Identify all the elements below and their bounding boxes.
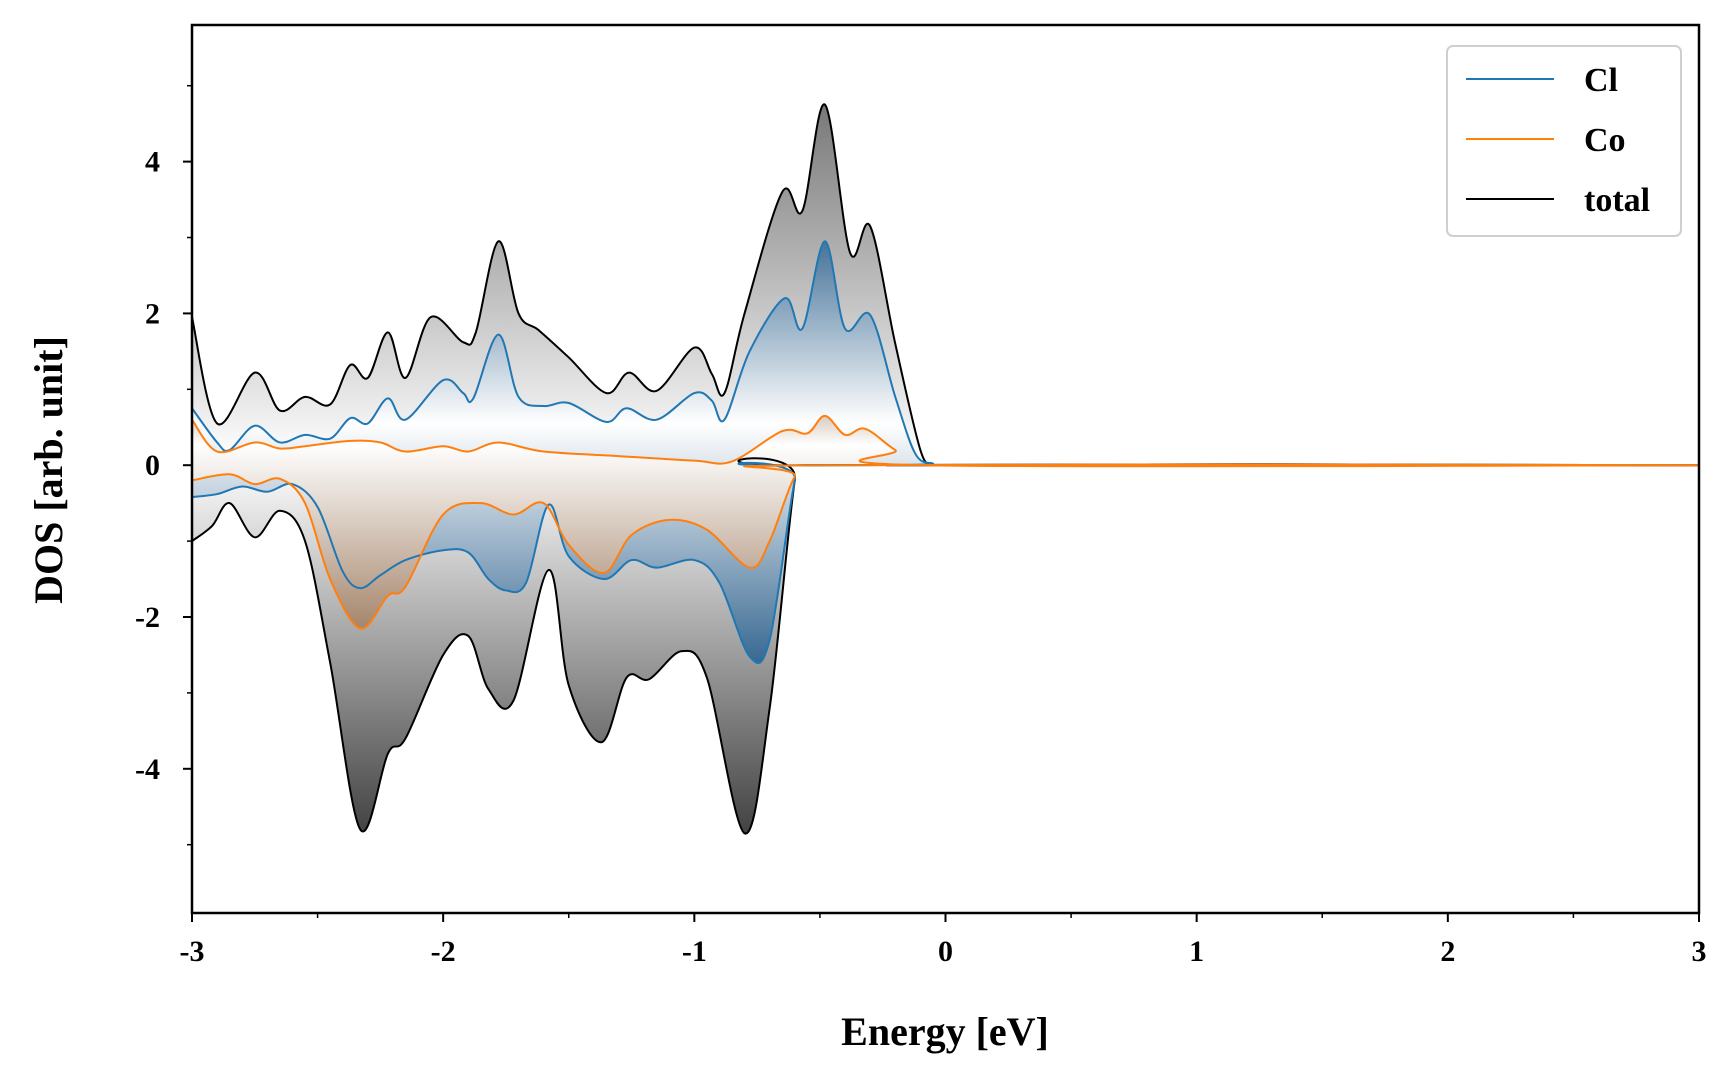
y-tick-label: 4 <box>145 146 160 179</box>
line-cl-up <box>191 240 1699 467</box>
y-tick-label: -2 <box>135 601 160 634</box>
legend-items: Cl Co total <box>1466 62 1650 219</box>
legend-box <box>1446 45 1682 237</box>
x-tick-label: 2 <box>1440 935 1455 968</box>
x-axis-label: Energy [eV] <box>841 1009 1049 1054</box>
line-total-up <box>191 103 1699 467</box>
x-tick-label: 3 <box>1692 935 1707 968</box>
legend-label-co: Co <box>1584 122 1626 159</box>
x-tick-label: 1 <box>1189 935 1204 968</box>
legend: Cl Co total <box>1446 45 1682 237</box>
line-co-down <box>191 463 1699 630</box>
x-axis-ticks: -3 -2 -1 0 1 2 3 <box>180 913 1707 968</box>
y-tick-label: 2 <box>145 297 160 330</box>
area-total-up <box>192 104 1699 466</box>
legend-label-cl: Cl <box>1584 62 1618 99</box>
line-co-up <box>191 414 1699 468</box>
y-tick-label: 0 <box>145 449 160 482</box>
area-co-down <box>192 464 1699 629</box>
x-tick-label: -2 <box>431 935 456 968</box>
area-cl-up <box>192 241 1699 466</box>
legend-label-total: total <box>1584 182 1650 219</box>
x-tick-label: 0 <box>938 935 953 968</box>
y-tick-label: -4 <box>135 753 160 786</box>
y-axis-label: DOS [arb. unit] <box>26 336 71 604</box>
x-tick-label: -3 <box>180 935 205 968</box>
y-axis-ticks: -4 -2 0 2 4 <box>135 84 192 846</box>
plot-layer <box>191 103 1699 835</box>
x-tick-label: -1 <box>682 935 707 968</box>
